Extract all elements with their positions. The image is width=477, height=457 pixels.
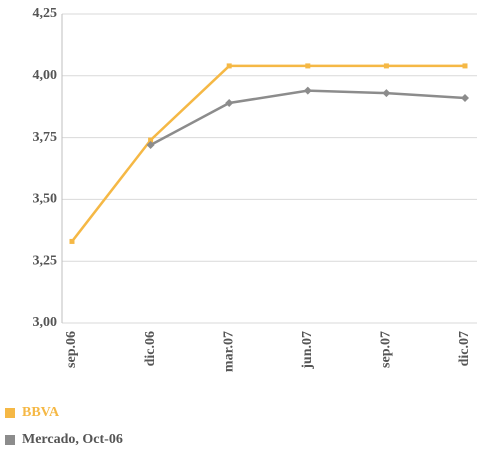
series-line (71, 64, 465, 243)
legend-label: Mercado, Oct-06 (22, 432, 123, 447)
legend-swatch (5, 408, 15, 418)
point (148, 137, 154, 143)
point (69, 238, 75, 244)
point (146, 141, 155, 150)
point (462, 63, 468, 69)
point (225, 98, 234, 107)
y-tick-label: 3,00 (33, 315, 58, 330)
x-tick-label: dic.06 (143, 331, 158, 366)
point (383, 63, 389, 69)
point (303, 86, 312, 95)
legend-swatch (5, 435, 15, 445)
y-tick-label: 3,25 (33, 253, 58, 268)
x-tick-label: jun.07 (300, 331, 315, 370)
legend-label: BBVA (22, 405, 60, 420)
x-tick-label: sep.07 (379, 331, 394, 368)
point (461, 94, 469, 103)
y-tick-label: 3,75 (33, 130, 58, 145)
y-tick-label: 3,50 (33, 192, 58, 207)
x-tick-label: mar.07 (221, 331, 236, 372)
y-tick-label: 4,00 (33, 68, 58, 83)
y-tick-label: 4,25 (33, 6, 58, 21)
point (305, 63, 311, 69)
point (382, 89, 391, 98)
series-line (150, 89, 466, 147)
point (226, 63, 232, 69)
x-tick-label: dic.07 (457, 331, 472, 366)
x-tick-label: sep.06 (64, 331, 79, 368)
